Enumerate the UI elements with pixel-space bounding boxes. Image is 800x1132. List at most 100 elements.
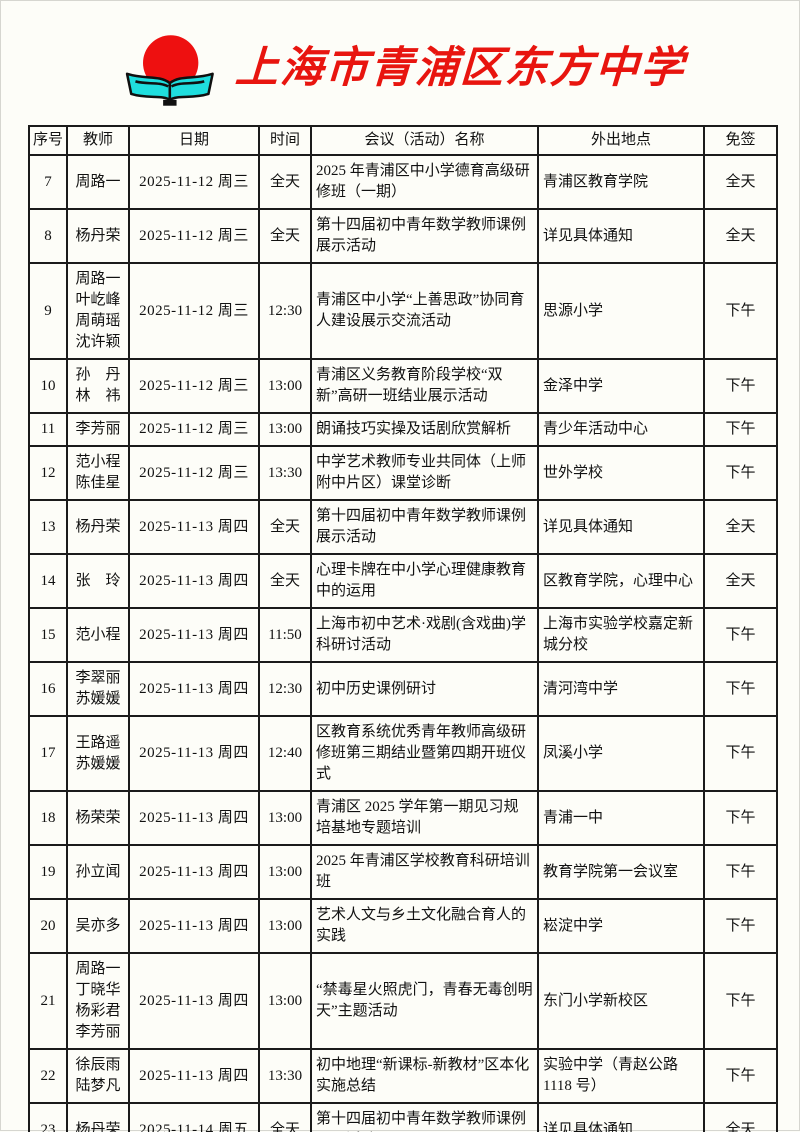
cell-activity-name: 艺术人文与乡土文化融合育人的实践 (310, 898, 539, 954)
cell-exempt: 下午 (703, 898, 778, 954)
cell-teacher: 杨丹荣 (66, 1102, 130, 1132)
cell-time: 13:00 (258, 358, 312, 414)
cell-teacher: 杨荣荣 (66, 790, 130, 846)
cell-teacher: 李翠丽 苏媛媛 (66, 661, 130, 717)
cell-location: 东门小学新校区 (537, 952, 705, 1050)
header-cell-no: 序号 (28, 125, 68, 156)
cell-teacher: 李芳丽 (66, 412, 130, 447)
cell-location: 凤溪小学 (537, 715, 705, 792)
cell-teacher: 王路遥 苏媛媛 (66, 715, 130, 792)
cell-date: 2025-11-12 周三 (128, 445, 260, 501)
cell-location: 上海市实验学校嘉定新城分校 (537, 607, 705, 663)
cell-activity-name: 朗诵技巧实操及话剧欣赏解析 (310, 412, 539, 447)
cell-date: 2025-11-13 周四 (128, 952, 260, 1050)
cell-exempt: 下午 (703, 358, 778, 414)
cell-time: 11:50 (258, 607, 312, 663)
cell-row-number: 10 (28, 358, 68, 414)
cell-row-number: 13 (28, 499, 68, 555)
cell-teacher: 周路一 丁晓华 杨彩君 李芳丽 (66, 952, 130, 1050)
header-cell-exempt: 免签 (703, 125, 778, 156)
cell-row-number: 20 (28, 898, 68, 954)
cell-time: 全天 (258, 499, 312, 555)
cell-location: 教育学院第一会议室 (537, 844, 705, 900)
cell-location: 实验中学（青赵公路 1118 号） (537, 1048, 705, 1104)
table-row: 22 徐辰雨 陆梦凡 2025-11-13 周四 13:30 初中地理“新课标-… (28, 1048, 778, 1104)
cell-teacher: 范小程 (66, 607, 130, 663)
cell-exempt: 下午 (703, 445, 778, 501)
cell-activity-name: 上海市初中艺术·戏剧(含戏曲)学科研讨活动 (310, 607, 539, 663)
cell-location: 青浦区教育学院 (537, 154, 705, 210)
cell-date: 2025-11-12 周三 (128, 358, 260, 414)
cell-row-number: 17 (28, 715, 68, 792)
cell-location: 青少年活动中心 (537, 412, 705, 447)
cell-activity-name: 中学艺术教师专业共同体（上师附中片区）课堂诊断 (310, 445, 539, 501)
header-cell-date: 日期 (128, 125, 260, 156)
table-row: 15 范小程 2025-11-13 周四 11:50 上海市初中艺术·戏剧(含戏… (28, 607, 778, 663)
header-cell-place: 外出地点 (537, 125, 705, 156)
table-row: 18 杨荣荣 2025-11-13 周四 13:00 青浦区 2025 学年第一… (28, 790, 778, 846)
page-title: 上海市青浦区东方中学 (234, 44, 687, 92)
cell-location: 清河湾中学 (537, 661, 705, 717)
cell-activity-name: 2025 年青浦区中小学德育高级研修班（一期） (310, 154, 539, 210)
cell-exempt: 下午 (703, 715, 778, 792)
cell-exempt: 下午 (703, 844, 778, 900)
cell-row-number: 23 (28, 1102, 68, 1132)
cell-time: 全天 (258, 1102, 312, 1132)
cell-exempt: 全天 (703, 553, 778, 609)
header-cell-name: 会议（活动）名称 (310, 125, 539, 156)
cell-row-number: 11 (28, 412, 68, 447)
cell-exempt: 下午 (703, 790, 778, 846)
table-row: 12 范小程 陈佳星 2025-11-12 周三 13:30 中学艺术教师专业共… (28, 445, 778, 501)
cell-date: 2025-11-12 周三 (128, 262, 260, 360)
cell-teacher: 张 玲 (66, 553, 130, 609)
schedule-table-body: 7 周路一 2025-11-12 周三 全天 2025 年青浦区中小学德育高级研… (28, 154, 778, 1132)
cell-date: 2025-11-13 周四 (128, 1048, 260, 1104)
cell-time: 12:40 (258, 715, 312, 792)
cell-time: 13:00 (258, 898, 312, 954)
table-row: 9 周路一 叶屹峰 周萌瑶 沈许颖 2025-11-12 周三 12:30 青浦… (28, 262, 778, 360)
cell-exempt: 下午 (703, 607, 778, 663)
cell-exempt: 全天 (703, 208, 778, 264)
cell-activity-name: 初中地理“新课标-新教材”区本化实施总结 (310, 1048, 539, 1104)
table-row: 23 杨丹荣 2025-11-14 周五 全天 第十四届初中青年数学教师课例展示… (28, 1102, 778, 1132)
cell-exempt: 下午 (703, 412, 778, 447)
cell-activity-name: 青浦区中小学“上善思政”协同育人建设展示交流活动 (310, 262, 539, 360)
table-row: 7 周路一 2025-11-12 周三 全天 2025 年青浦区中小学德育高级研… (28, 154, 778, 210)
cell-exempt: 全天 (703, 1102, 778, 1132)
cell-time: 12:30 (258, 262, 312, 360)
cell-date: 2025-11-12 周三 (128, 412, 260, 447)
cell-time: 13:00 (258, 844, 312, 900)
cell-exempt: 下午 (703, 1048, 778, 1104)
cell-activity-name: 初中历史课例研讨 (310, 661, 539, 717)
table-row: 17 王路遥 苏媛媛 2025-11-13 周四 12:40 区教育系统优秀青年… (28, 715, 778, 792)
cell-location: 详见具体通知 (537, 1102, 705, 1132)
table-row: 14 张 玲 2025-11-13 周四 全天 心理卡牌在中小学心理健康教育中的… (28, 553, 778, 609)
cell-row-number: 9 (28, 262, 68, 360)
cell-activity-name: 青浦区义务教育阶段学校“双新”高研一班结业展示活动 (310, 358, 539, 414)
table-row: 11 李芳丽 2025-11-12 周三 13:00 朗诵技巧实操及话剧欣赏解析… (28, 412, 778, 447)
cell-teacher: 杨丹荣 (66, 208, 130, 264)
cell-date: 2025-11-13 周四 (128, 607, 260, 663)
cell-date: 2025-11-13 周四 (128, 898, 260, 954)
cell-row-number: 18 (28, 790, 68, 846)
cell-row-number: 8 (28, 208, 68, 264)
cell-activity-name: “禁毒星火照虎门，青春无毒创明天”主题活动 (310, 952, 539, 1050)
cell-activity-name: 2025 年青浦区学校教育科研培训班 (310, 844, 539, 900)
schedule-table: 序号 教师 日期 时间 会议（活动）名称 外出地点 免签 7 周路一 2025-… (28, 125, 778, 1132)
cell-teacher: 吴亦多 (66, 898, 130, 954)
cell-row-number: 14 (28, 553, 68, 609)
cell-exempt: 全天 (703, 499, 778, 555)
cell-exempt: 下午 (703, 661, 778, 717)
cell-row-number: 16 (28, 661, 68, 717)
cell-date: 2025-11-13 周四 (128, 715, 260, 792)
cell-teacher: 杨丹荣 (66, 499, 130, 555)
school-logo-sun-book-icon (125, 35, 214, 106)
cell-teacher: 周路一 (66, 154, 130, 210)
cell-teacher: 范小程 陈佳星 (66, 445, 130, 501)
cell-row-number: 19 (28, 844, 68, 900)
cell-time: 13:00 (258, 952, 312, 1050)
cell-row-number: 12 (28, 445, 68, 501)
cell-activity-name: 第十四届初中青年数学教师课例展示活动 (310, 1102, 539, 1132)
cell-row-number: 7 (28, 154, 68, 210)
